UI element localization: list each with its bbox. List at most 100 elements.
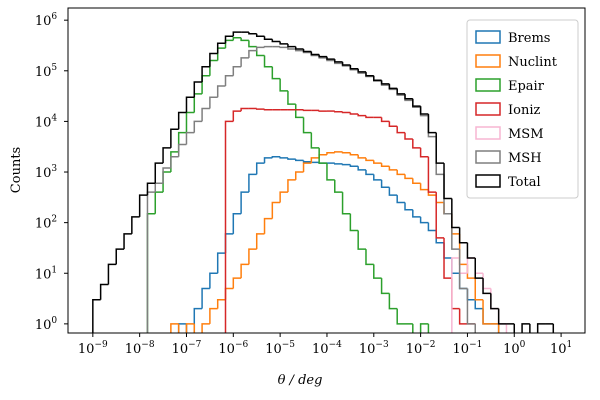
- x-tick-label: 10−7: [172, 340, 202, 357]
- histogram-step: [138, 194, 148, 217]
- histogram-step: [341, 163, 351, 166]
- histogram-step: [302, 160, 312, 163]
- histogram-step: [443, 242, 452, 259]
- histogram-step: [216, 252, 226, 274]
- histogram-step: [255, 33, 265, 38]
- histogram-step: [419, 147, 429, 158]
- y-tick-label: 100: [35, 316, 58, 333]
- histogram-step: [177, 131, 187, 152]
- histogram-step: [209, 52, 218, 67]
- histogram-step: [474, 258, 484, 279]
- histogram-step: [255, 233, 265, 250]
- histogram-step: [224, 120, 234, 333]
- histogram-step: [443, 174, 452, 215]
- histogram-step: [170, 151, 179, 173]
- histogram-step: [232, 110, 242, 122]
- histogram-step: [279, 156, 288, 159]
- legend-label: Ioniz: [508, 103, 540, 118]
- plot-frame: [67, 7, 586, 334]
- histogram-step: [427, 115, 437, 138]
- histogram-step: [310, 161, 320, 164]
- histogram-step: [349, 112, 359, 115]
- histogram-step: [388, 121, 398, 128]
- histogram-step: [216, 47, 226, 61]
- histogram-step: [193, 93, 203, 113]
- x-tick-label: 100: [503, 340, 526, 357]
- histogram-step: [482, 299, 491, 325]
- histogram-step: [357, 154, 366, 159]
- histogram-step: [482, 278, 491, 295]
- histogram-step: [162, 147, 171, 164]
- histogram-step: [193, 81, 203, 98]
- histogram-step: [177, 143, 187, 157]
- histogram-step: [404, 132, 413, 140]
- histogram-step: [99, 283, 109, 300]
- histogram-step: [263, 36, 273, 40]
- histogram-step: [201, 107, 210, 122]
- legend-label: Brems: [508, 31, 550, 46]
- histogram-step: [521, 323, 530, 333]
- histogram-step: [310, 132, 320, 149]
- legend-swatch: [475, 126, 501, 140]
- histogram-step: [216, 42, 226, 54]
- histogram-step: [287, 157, 296, 160]
- histogram-step: [334, 163, 343, 165]
- histogram-step: [248, 49, 257, 58]
- histogram-step: [318, 110, 327, 112]
- histogram-step: [334, 111, 343, 113]
- histogram-step: [310, 51, 320, 56]
- histogram-step: [474, 278, 484, 301]
- histogram-step: [326, 163, 335, 181]
- histogram-step: [529, 323, 531, 333]
- histogram-step: [185, 111, 195, 133]
- histogram-step: [302, 109, 312, 112]
- histogram-step: [458, 273, 468, 290]
- histogram-step: [287, 90, 296, 105]
- histogram-step: [240, 37, 249, 42]
- histogram-step: [224, 233, 234, 254]
- histogram-step: [193, 323, 196, 333]
- histogram-step: [380, 163, 390, 168]
- x-tick-label: 10−2: [406, 340, 436, 357]
- histogram-step: [490, 288, 499, 310]
- histogram-step: [466, 264, 476, 279]
- histogram-step: [154, 191, 164, 214]
- histogram-step: [349, 152, 359, 156]
- histogram-step: [412, 98, 421, 107]
- histogram-step: [294, 104, 304, 119]
- legend-label: MSM: [508, 127, 544, 142]
- histogram-step: [341, 111, 351, 114]
- histogram-step: [271, 156, 281, 158]
- histogram-step: [240, 57, 249, 67]
- histogram-step: [193, 120, 203, 133]
- histogram-step: [412, 323, 414, 333]
- histogram-step: [224, 287, 234, 300]
- legend-box: [466, 19, 579, 199]
- histogram-step: [154, 182, 164, 193]
- histogram-step: [279, 78, 288, 92]
- histogram-step: [170, 323, 179, 333]
- histogram-step: [380, 80, 390, 85]
- legend-label: Nuclint: [508, 55, 558, 70]
- histogram-step: [334, 179, 343, 193]
- histogram-step: [427, 114, 437, 134]
- histogram-step: [146, 212, 156, 333]
- histogram-step: [115, 248, 125, 265]
- histogram-step: [294, 46, 304, 50]
- histogram-step: [388, 187, 398, 196]
- histogram-step: [380, 179, 390, 189]
- histogram-step: [107, 263, 117, 285]
- legend-swatch: [475, 54, 501, 68]
- legend-swatch: [475, 78, 501, 92]
- histogram-step: [263, 45, 273, 48]
- histogram-step: [419, 216, 429, 224]
- histogram-step: [466, 288, 476, 301]
- x-axis-label: θ / deg: [278, 373, 323, 388]
- histogram-step: [341, 192, 351, 215]
- histogram-step: [232, 212, 242, 234]
- histogram-step: [123, 233, 132, 250]
- histogram-step: [357, 230, 366, 250]
- histogram-step: [380, 117, 390, 123]
- histogram-step: [294, 159, 304, 162]
- histogram-step: [349, 65, 359, 70]
